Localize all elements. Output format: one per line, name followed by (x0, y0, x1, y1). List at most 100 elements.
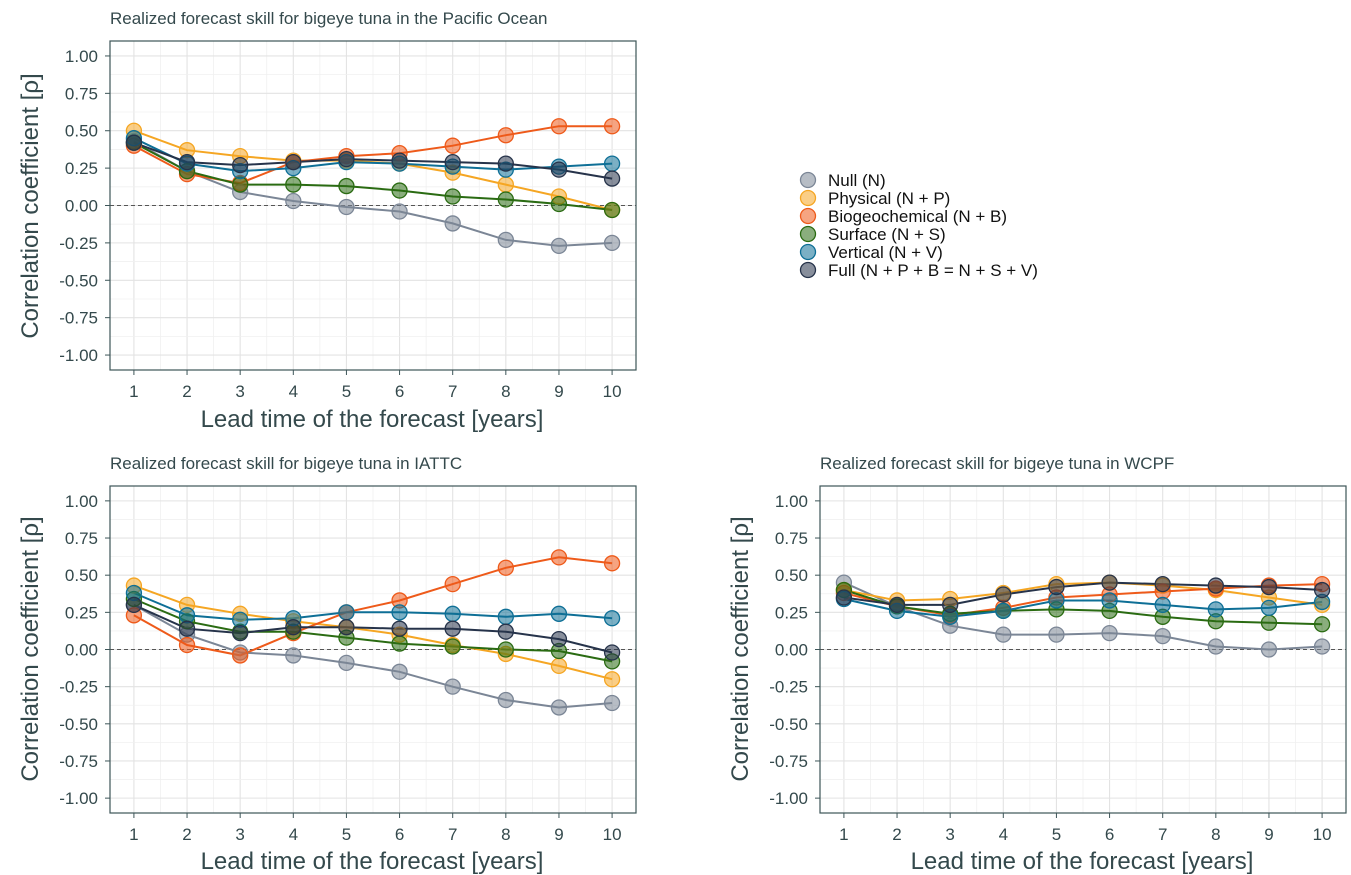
chart-title: Realized forecast skill for bigeye tuna … (820, 454, 1174, 473)
data-point-full (942, 596, 959, 614)
x-tick-label: 5 (1052, 825, 1061, 844)
data-point-surface (550, 195, 568, 213)
x-tick-labels: 1 2 3 4 5 6 7 8 9 10 (129, 813, 622, 844)
legend-label-physical: Physical (N + P) (828, 189, 950, 208)
data-point-null (995, 626, 1012, 643)
x-tick-label: 2 (182, 825, 191, 844)
y-axis-label: Correlation coefficient [ρ] (17, 516, 44, 781)
data-point-full (550, 630, 568, 648)
y-tick-label: 1.00 (65, 47, 98, 66)
data-point-null (550, 699, 568, 716)
y-tick-label: -0.75 (59, 752, 98, 771)
data-point-full (497, 155, 514, 172)
data-point-full (1313, 581, 1331, 599)
x-tick-label: 4 (999, 825, 1008, 844)
data-point-full (1048, 578, 1065, 596)
series-line-null (843, 581, 1323, 651)
data-point-vertical (603, 155, 621, 172)
y-axis-label: Correlation coefficient [ρ] (17, 73, 44, 338)
y-tick-label: -0.25 (59, 678, 98, 697)
x-axis-label: Lead time of the forecast [years] (911, 848, 1254, 875)
data-point-biogeochemical (232, 647, 249, 664)
data-point-full (835, 589, 853, 606)
data-point-surface (444, 188, 461, 205)
data-point-null (1048, 626, 1065, 643)
y-tick-label: 0.00 (65, 641, 98, 660)
chart-title: Realized forecast skill for bigeye tuna … (110, 9, 548, 28)
data-point-surface (391, 635, 408, 652)
data-point-vertical (1260, 599, 1278, 617)
data-point-biogeochemical (550, 118, 568, 135)
y-tick-label: -0.25 (59, 234, 98, 253)
legend-marker-null (799, 171, 817, 189)
series-line-full (133, 141, 613, 180)
data-point-biogeochemical (497, 127, 514, 144)
x-axis-label: Lead time of the forecast [years] (201, 848, 544, 875)
x-tick-label: 10 (603, 382, 622, 401)
legend: Null (N)Physical (N + P)Biogeochemical (… (799, 171, 1038, 280)
x-tick-label: 5 (342, 825, 351, 844)
plot-grid (110, 486, 636, 813)
x-tick-label: 7 (448, 382, 457, 401)
data-point-null (603, 694, 621, 712)
series-line-null (133, 604, 613, 709)
data-point-full (1260, 578, 1278, 596)
data-point-surface (497, 641, 514, 658)
data-point-null (391, 203, 408, 220)
legend-label-full: Full (N + P + B = N + S + V) (828, 261, 1038, 280)
x-tick-label: 3 (235, 382, 244, 401)
data-point-null (285, 647, 302, 664)
data-point-null (391, 663, 408, 680)
data-point-full (888, 596, 906, 614)
chart-panel-wcpf: Realized forecast skill for bigeye tuna … (727, 454, 1347, 875)
data-point-surface (338, 177, 355, 195)
x-tick-label: 2 (892, 825, 901, 844)
y-tick-label: 0.50 (775, 566, 808, 585)
data-point-biogeochemical (603, 555, 621, 572)
y-tick-label: 0.50 (65, 122, 98, 141)
y-tick-label: 0.00 (65, 197, 98, 216)
legend-label-biogeochemical: Biogeochemical (N + B) (828, 207, 1007, 226)
x-tick-label: 1 (129, 825, 138, 844)
x-tick-label: 8 (501, 382, 510, 401)
data-point-biogeochemical (444, 137, 461, 154)
data-point-null (497, 691, 514, 709)
data-point-surface (1260, 614, 1278, 631)
data-point-physical (603, 671, 621, 688)
data-point-surface (232, 176, 249, 193)
legend-marker-vertical (799, 243, 817, 261)
data-point-full (497, 623, 514, 640)
legend-label-surface: Surface (N + S) (828, 225, 946, 244)
x-tick-label: 9 (1264, 825, 1273, 844)
data-point-null (1207, 638, 1224, 655)
legend-label-null: Null (N) (828, 171, 886, 190)
y-tick-label: 0.50 (65, 566, 98, 585)
legend-marker-physical (799, 189, 817, 207)
x-axis-label: Lead time of the forecast [years] (201, 406, 544, 433)
y-tick-label: -1.00 (59, 789, 98, 808)
series-line-full (133, 603, 613, 654)
series-line-surface (843, 589, 1323, 626)
y-tick-label: 1.00 (775, 492, 808, 511)
data-point-full (178, 620, 196, 637)
series-line-surface (133, 141, 613, 211)
data-point-null (1313, 638, 1331, 655)
y-tick-label: 0.00 (775, 641, 808, 660)
data-point-surface (391, 182, 408, 199)
series-layer (835, 574, 1331, 658)
y-tick-labels: 1.00 0.75 0.50 0.25 0.00 -0.25 -0.50 -0.75 -1.00 (769, 492, 820, 808)
y-tick-label: 0.75 (775, 529, 808, 548)
x-tick-label: 6 (395, 382, 404, 401)
y-tick-label: -0.75 (59, 309, 98, 328)
x-tick-label: 4 (289, 825, 298, 844)
data-point-vertical (603, 610, 621, 627)
x-tick-label: 3 (945, 825, 954, 844)
data-point-full (391, 152, 408, 169)
x-tick-label: 8 (1211, 825, 1220, 844)
series-line-physical (133, 584, 613, 681)
chart-title: Realized forecast skill for bigeye tuna … (110, 454, 462, 473)
y-tick-label: 0.25 (65, 159, 98, 178)
x-tick-label: 3 (235, 825, 244, 844)
data-point-full (285, 619, 302, 636)
